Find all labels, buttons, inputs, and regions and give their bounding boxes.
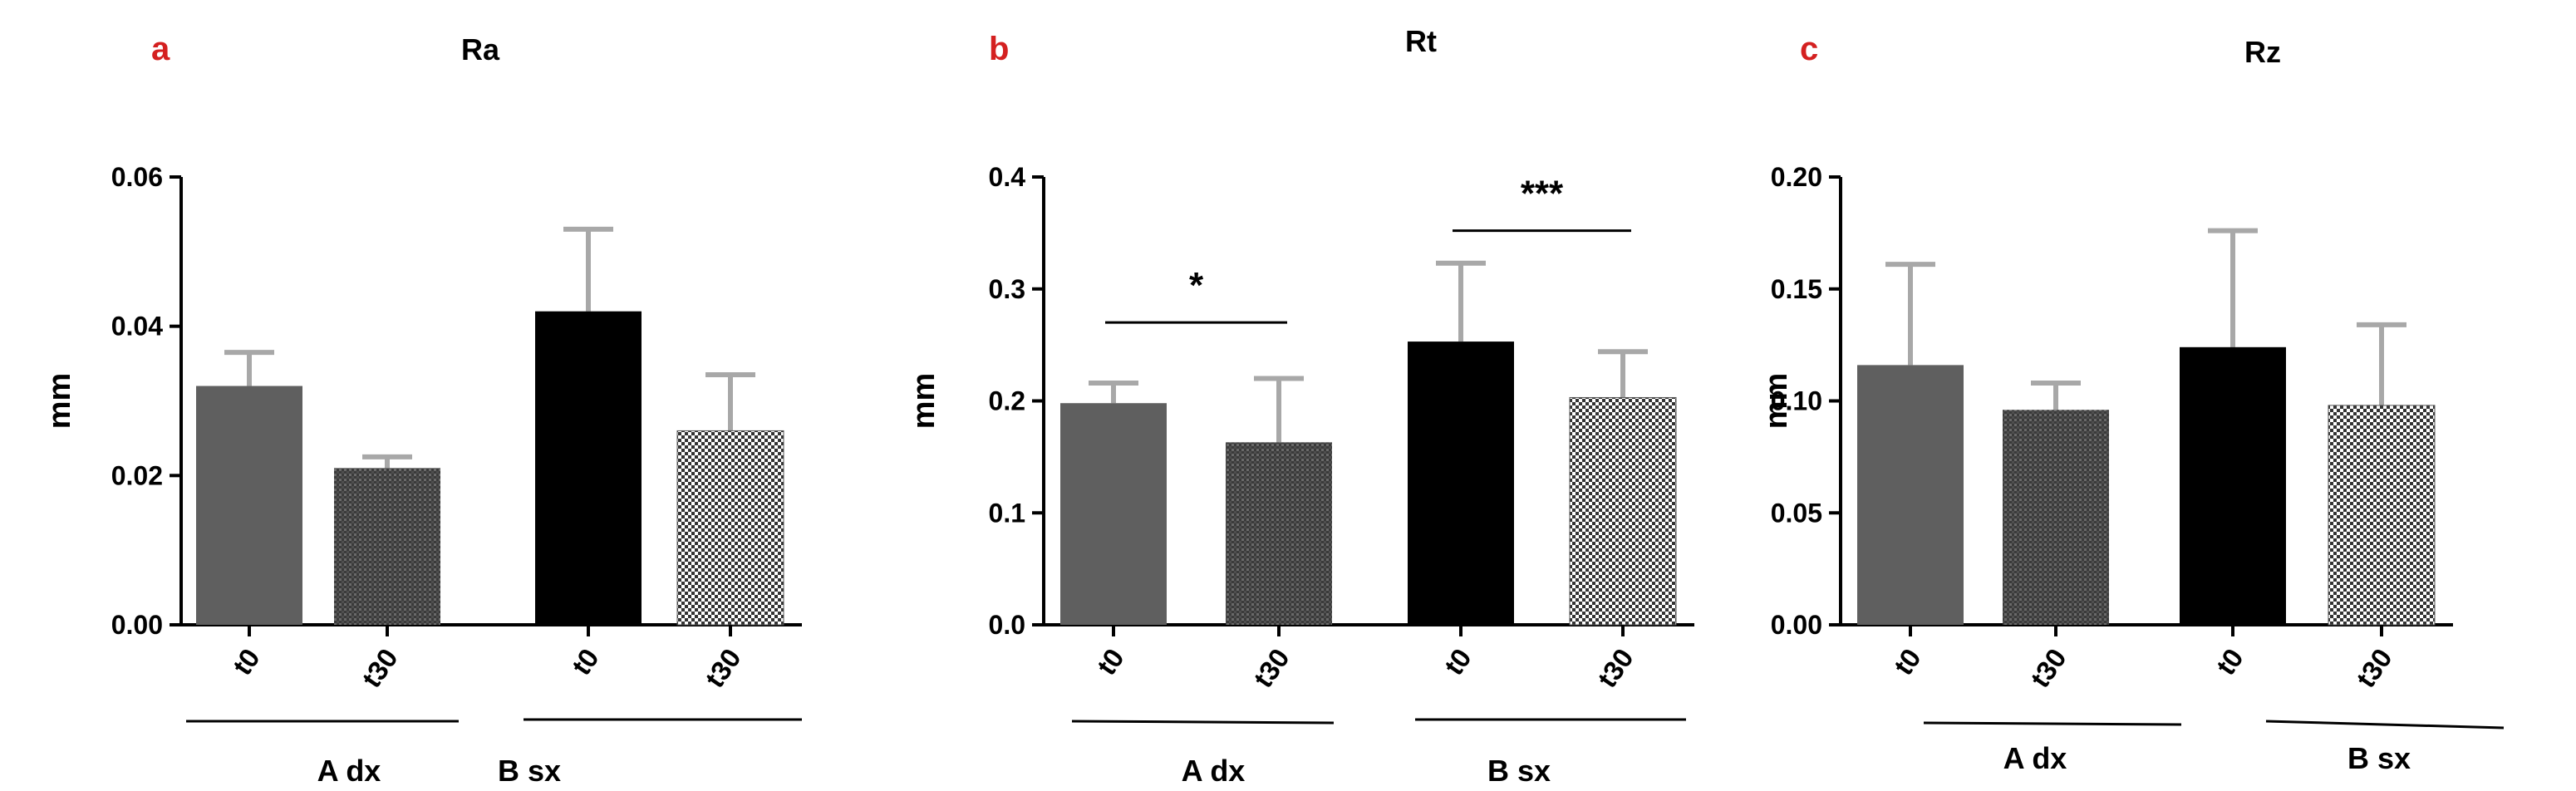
bar [196,386,302,625]
bar [1857,365,1964,625]
y-tick-label: 0.20 [1771,162,1822,192]
significance-label: * [1189,265,1204,306]
y-tick-label: 0.02 [111,460,163,490]
y-tick-label: 0.06 [111,162,163,192]
y-axis-label: mm [907,373,941,430]
x-tick-label: t30 [699,643,747,693]
bar [1408,341,1514,625]
bar [2180,346,2286,625]
bar [1569,396,1677,626]
x-tick-label: t0 [1438,643,1477,680]
significance-label: *** [1521,174,1564,214]
y-tick-label: 0.05 [1771,498,1822,528]
chart-title: Rz [2244,35,2281,69]
y-tick-label: 0.2 [989,386,1025,416]
group-line [1071,720,1335,725]
x-tick-label: t30 [2024,643,2072,693]
y-tick-label: 0.04 [111,312,163,341]
group-label: A dx [1182,754,1246,788]
y-tick-label: 0.3 [989,274,1025,304]
bar [2328,405,2436,626]
group-label: B sx [1487,754,1551,788]
panel-letter: c [1800,31,1818,67]
x-tick-label: t0 [1091,643,1130,680]
y-axis-label: mm [42,373,77,430]
bar [535,311,642,625]
x-tick-label: t0 [566,643,605,680]
y-tick-label: 0.15 [1771,274,1822,304]
y-tick-label: 0.4 [989,162,1026,192]
group-label: B sx [498,754,561,788]
x-tick-label: t30 [2350,643,2398,693]
group-label: A dx [2003,741,2067,775]
group-line [1923,721,2182,726]
panel-letter: a [151,31,170,67]
y-tick-label: 0.1 [989,498,1025,528]
chart-panel-c: c Rz mm 0.00 0.05 0.10 0.15 0.20 t0 t30 t0 t30 A dx B… [1759,31,2505,775]
chart-panel-a: a Ra mm 0.00 0.02 0.04 0.06 t0 t30 t0 t30 A dx B sx [42,31,802,788]
bar [2003,410,2109,625]
x-tick-label: t0 [1888,643,1927,680]
group-line [2265,720,2505,730]
bar [334,468,440,625]
bar [1226,442,1332,625]
bar [1060,403,1167,625]
y-tick-label: 0.00 [111,610,163,640]
chart-title: Rt [1405,24,1437,58]
y-tick-label: 0.00 [1771,610,1822,640]
group-label: A dx [317,754,381,788]
x-tick-label: t30 [356,643,404,693]
y-axis-label: mm [1759,373,1794,430]
panel-letter: b [989,31,1009,67]
bar [676,430,784,626]
y-tick-label: 0.0 [989,610,1025,640]
y-tick-label: 0.10 [1771,386,1822,416]
x-tick-label: t0 [227,643,266,680]
x-tick-label: t30 [1247,643,1295,693]
group-label: B sx [2347,741,2411,775]
x-tick-label: t30 [1591,643,1639,693]
chart-title: Ra [461,32,500,66]
x-tick-label: t0 [2210,643,2249,680]
